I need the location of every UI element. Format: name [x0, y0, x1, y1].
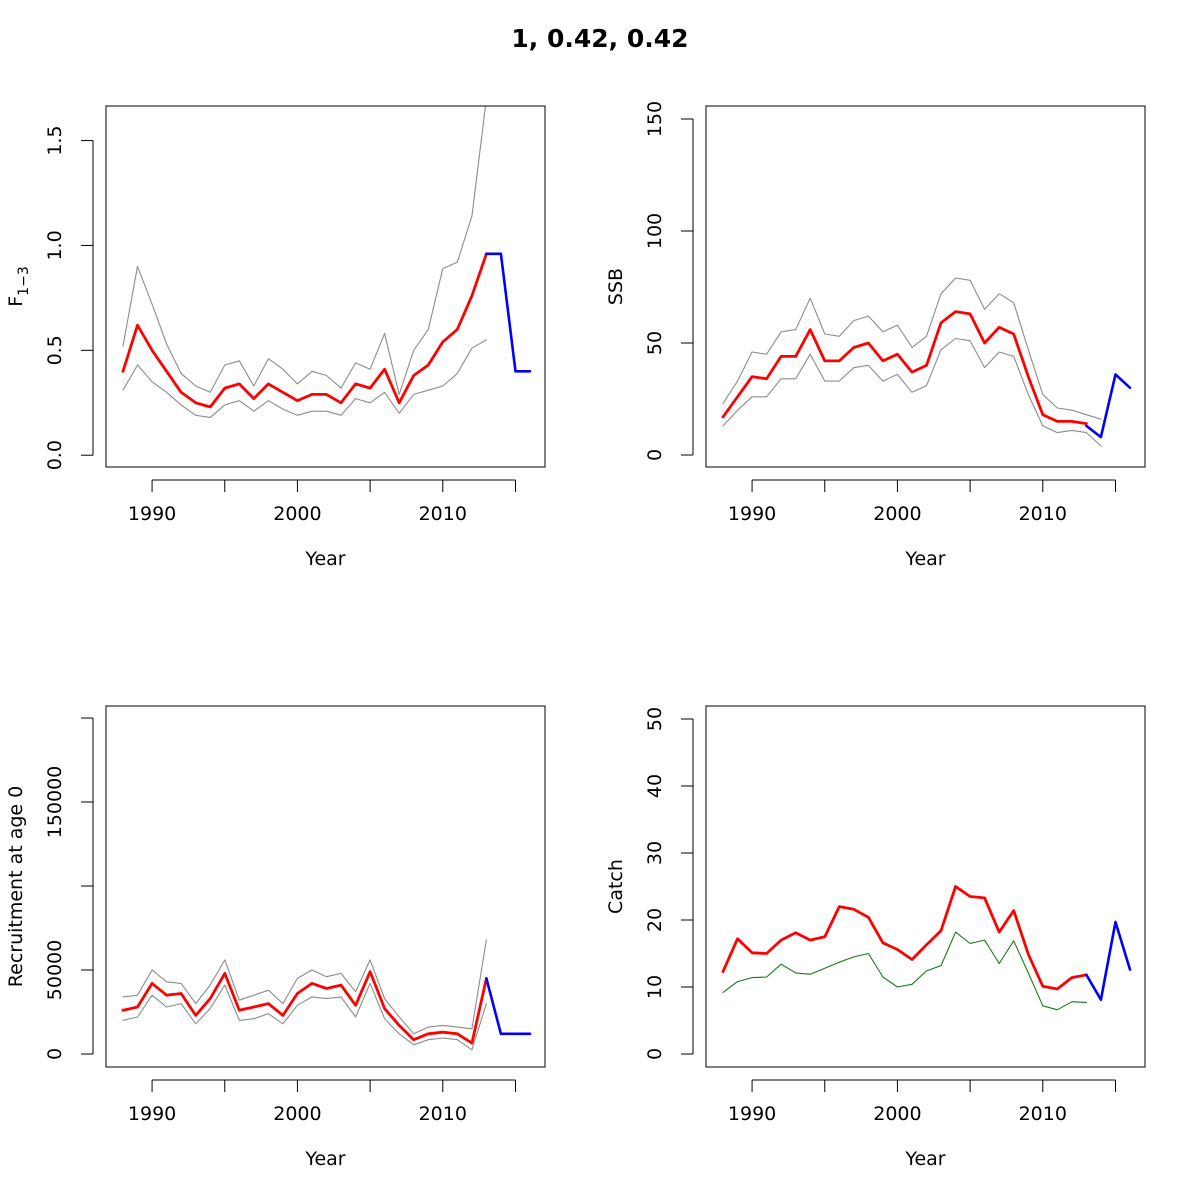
- y-axis-title-subscript: 1−3: [16, 266, 32, 296]
- y-axis-title: Recruitment at age 0: [5, 786, 27, 987]
- y-tick-label: 0.5: [44, 335, 66, 365]
- plot-frame: [105, 105, 546, 468]
- series-line-projection: [485, 977, 532, 1036]
- y-tick-label: 0: [644, 449, 666, 461]
- series-line-estimate: [121, 970, 488, 1045]
- panel-bottom-right: 1990 2000 2010 Year 0 10 20 30 40 50 Catch: [605, 705, 1146, 1170]
- x-axis-title: Year: [304, 1148, 345, 1170]
- y-tick-label: 20: [644, 908, 666, 932]
- series-line-estimate: [721, 885, 1088, 991]
- series-line-projection: [1085, 373, 1132, 439]
- x-tick-label: 2000: [273, 503, 321, 525]
- y-tick-label: 0: [44, 1048, 66, 1060]
- x-tick-label: 2000: [873, 1103, 921, 1125]
- series-line-projection: [1085, 920, 1132, 1002]
- plot-frame: [705, 705, 1146, 1068]
- y-tick-label: 50: [644, 331, 666, 355]
- y-tick-label: 100: [644, 213, 666, 249]
- x-tick-label: 2010: [1019, 503, 1067, 525]
- series-line-lower: [122, 982, 487, 1051]
- x-tick-label: 2010: [1019, 1103, 1067, 1125]
- y-tick-label: 30: [644, 841, 666, 865]
- x-axis-title: Year: [304, 548, 345, 570]
- x-tick-label: 2010: [419, 1103, 467, 1125]
- y-axis-title: F1−3: [5, 266, 32, 306]
- panel-bottom-left: 1990 2000 2010 Year 0 50000 150000 Recruitment …: [5, 705, 546, 1170]
- x-tick-label: 1990: [728, 1103, 776, 1125]
- series-line-lower: [722, 337, 1102, 447]
- series-line-upper: [122, 106, 487, 395]
- figure-title: 1, 0.42, 0.42: [511, 24, 689, 53]
- series-line-estimate: [721, 310, 1088, 426]
- x-tick-label: 2010: [419, 503, 467, 525]
- y-tick-label: 150: [644, 101, 666, 137]
- plot-frame: [105, 705, 546, 1068]
- y-axis-title-main: F: [5, 296, 27, 307]
- x-axis-title: Year: [904, 1148, 945, 1170]
- x-tick-label: 1990: [128, 1103, 176, 1125]
- x-tick-label: 2000: [873, 503, 921, 525]
- y-axis-title: Catch: [605, 859, 627, 914]
- series-line-projection: [485, 252, 532, 373]
- y-tick-label: 0: [644, 1048, 666, 1060]
- x-tick-label: 1990: [128, 503, 176, 525]
- panel-top-right: 1990 2000 2010 Year 0 50 100 150 SSB: [605, 101, 1146, 570]
- y-tick-label: 40: [644, 774, 666, 798]
- y-tick-label: 1.5: [44, 125, 66, 155]
- series-line-observed: [722, 931, 1087, 1011]
- series-line-estimate: [121, 252, 488, 409]
- x-tick-label: 1990: [728, 503, 776, 525]
- y-tick-label: 0.0: [44, 440, 66, 470]
- y-axis-title: SSB: [605, 268, 627, 305]
- y-tick-label: 10: [644, 975, 666, 999]
- panel-top-left: 1990 2000 2010 Year 0.0 0.5 1.0 1.5 F1−3: [5, 105, 546, 570]
- series-line-upper: [722, 277, 1102, 420]
- x-tick-label: 2000: [273, 1103, 321, 1125]
- x-axis-title: Year: [904, 548, 945, 570]
- y-tick-label: 50: [644, 707, 666, 731]
- y-tick-label: 1.0: [44, 230, 66, 260]
- plot-frame: [705, 105, 1146, 468]
- y-tick-label: 150000: [44, 766, 66, 839]
- y-tick-label: 50000: [44, 940, 66, 1000]
- series-line-lower: [122, 339, 487, 418]
- series-line-upper: [122, 939, 487, 1035]
